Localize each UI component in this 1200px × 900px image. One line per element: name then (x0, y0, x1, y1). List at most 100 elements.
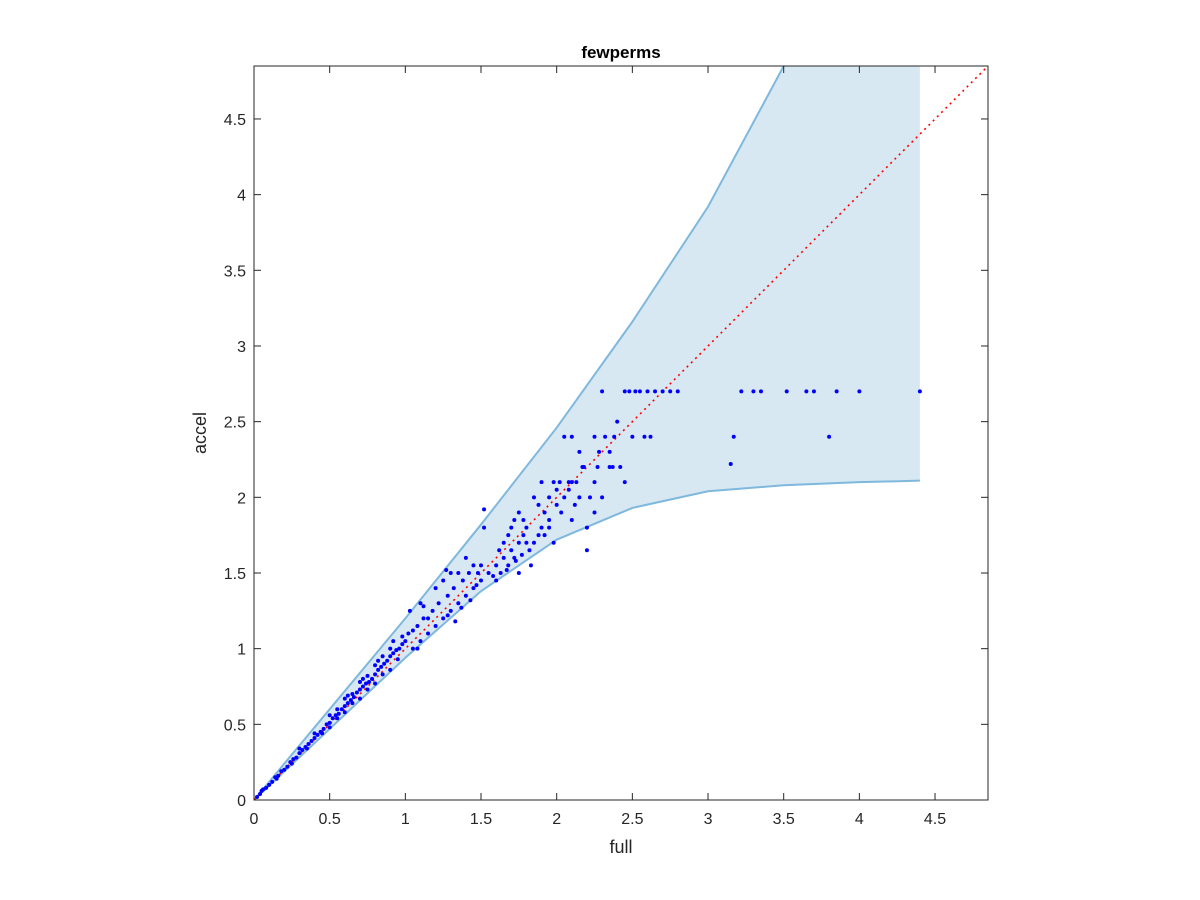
data-point (327, 725, 332, 730)
data-point (566, 487, 571, 492)
data-point (321, 726, 326, 731)
y-tick-label: 2 (237, 490, 246, 507)
data-point (365, 673, 370, 678)
data-point (348, 698, 353, 703)
data-point (482, 525, 487, 530)
data-point (453, 619, 458, 624)
data-point (468, 598, 473, 603)
data-point (279, 769, 284, 774)
data-point (385, 658, 390, 663)
data-point (592, 434, 597, 439)
data-point (400, 642, 405, 647)
data-point (554, 487, 559, 492)
data-point (607, 449, 612, 454)
data-point (600, 389, 605, 394)
x-tick-label: 1 (401, 811, 410, 828)
data-point (448, 608, 453, 613)
data-point (258, 791, 263, 796)
y-tick-label: 1 (237, 642, 246, 659)
data-point (342, 696, 347, 701)
data-point (403, 639, 408, 644)
data-point (406, 631, 411, 636)
data-point (418, 639, 423, 644)
chart-title: fewperms (581, 43, 660, 62)
data-point (516, 510, 521, 515)
data-point (360, 676, 365, 681)
data-point (345, 693, 350, 698)
data-point (350, 701, 355, 706)
data-point (498, 570, 503, 575)
data-point (459, 605, 464, 610)
data-point (410, 628, 415, 633)
data-point (448, 570, 453, 575)
data-point (360, 684, 365, 689)
data-point (584, 548, 589, 553)
data-point (479, 563, 484, 568)
data-point (497, 548, 502, 553)
data-point (784, 389, 789, 394)
data-point (551, 540, 556, 545)
data-point (572, 502, 577, 507)
data-point (668, 389, 673, 394)
data-point (380, 654, 385, 659)
data-point (857, 389, 862, 394)
data-point (577, 449, 582, 454)
data-point (501, 555, 506, 560)
data-point (350, 692, 355, 697)
data-point (456, 570, 461, 575)
data-point (486, 570, 491, 575)
data-point (388, 654, 393, 659)
data-point (436, 601, 441, 606)
data-point (597, 449, 602, 454)
data-point (433, 586, 438, 591)
data-point (531, 540, 536, 545)
data-point (600, 495, 605, 500)
data-point (339, 707, 344, 712)
data-point (285, 764, 290, 769)
data-point (395, 657, 400, 662)
data-point (306, 742, 311, 747)
data-point (660, 389, 665, 394)
data-point (653, 389, 658, 394)
data-point (357, 696, 362, 701)
data-point (527, 548, 532, 553)
data-point (506, 563, 511, 568)
data-point (519, 552, 524, 557)
data-point (445, 613, 450, 618)
data-point (569, 518, 574, 523)
x-tick-label: 3.5 (773, 811, 795, 828)
data-point (642, 434, 647, 439)
data-point (516, 540, 521, 545)
data-point (327, 713, 332, 718)
data-point (259, 788, 264, 793)
data-point (463, 555, 468, 560)
y-tick-label: 0.5 (224, 717, 246, 734)
x-tick-label: 2.5 (621, 811, 643, 828)
data-point (574, 480, 579, 485)
data-point (521, 533, 526, 538)
data-point (524, 525, 529, 530)
x-tick-label: 3 (704, 811, 713, 828)
data-point (388, 646, 393, 651)
data-point (426, 631, 431, 636)
data-point (917, 389, 922, 394)
data-point (304, 746, 309, 751)
data-point (445, 593, 450, 598)
data-point (351, 695, 356, 700)
data-point (633, 389, 638, 394)
data-point (309, 738, 314, 743)
data-point (415, 623, 420, 628)
data-point (441, 616, 446, 621)
data-point (255, 794, 260, 799)
data-point (357, 687, 362, 692)
data-point (509, 548, 514, 553)
x-tick-label: 1.5 (470, 811, 492, 828)
data-point (264, 785, 269, 790)
data-point (415, 646, 420, 651)
data-point (315, 732, 320, 737)
data-point (504, 567, 509, 572)
data-point (444, 567, 449, 572)
data-point (494, 578, 499, 583)
data-point (592, 510, 597, 515)
